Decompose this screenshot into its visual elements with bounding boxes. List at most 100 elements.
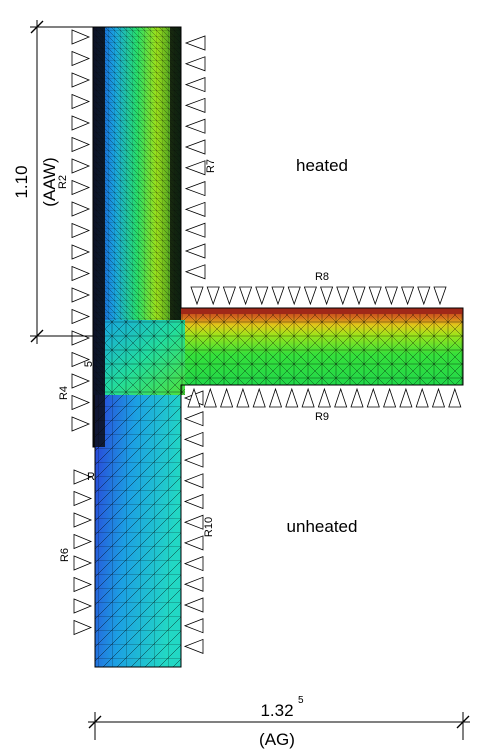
region-r10-label: R10 xyxy=(203,517,215,537)
boundary-marker-triangle xyxy=(401,286,415,306)
boundary-marker-triangle xyxy=(183,535,204,551)
boundary-marker-triangle xyxy=(366,387,380,408)
boundary-marker-triangle xyxy=(352,286,366,306)
boundary-marker-triangle xyxy=(187,387,201,408)
boundary-marker-triangle xyxy=(183,618,204,634)
boundary-marker-triangle xyxy=(184,222,206,238)
floor-slab xyxy=(181,308,463,385)
boundary-marker-triangle xyxy=(73,555,93,571)
boundary-marker-triangle xyxy=(71,29,91,45)
heated-label: heated xyxy=(296,156,348,175)
boundary-marker-triangle xyxy=(268,387,283,408)
boundary-marker-triangle xyxy=(71,330,91,346)
boundary-marker-triangle xyxy=(71,50,91,67)
lower-wall xyxy=(93,395,181,667)
boundary-markers-slab-top xyxy=(190,286,447,306)
boundary-marker-triangle xyxy=(71,265,91,282)
boundary-marker-triangle xyxy=(317,387,331,408)
boundary-marker-triangle xyxy=(184,181,206,197)
boundary-markers-right-upper xyxy=(184,35,206,280)
region-r7-label: R7 xyxy=(205,159,217,173)
boundary-marker-triangle xyxy=(287,286,301,306)
region-r6-label: R6 xyxy=(59,548,71,562)
boundary-marker-triangle xyxy=(183,514,204,530)
region-r8-label: R8 xyxy=(315,271,329,283)
boundary-marker-triangle xyxy=(183,597,204,613)
region-r-partial-label: R xyxy=(87,471,95,483)
boundary-marker-triangle xyxy=(71,394,91,411)
boundary-marker-triangle xyxy=(71,158,91,174)
boundary-marker-triangle xyxy=(190,286,204,306)
boundary-marker-triangle xyxy=(184,160,206,176)
boundary-marker-triangle xyxy=(183,493,204,510)
boundary-marker-triangle xyxy=(320,286,334,306)
boundary-marker-triangle xyxy=(417,286,431,306)
boundary-marker-triangle xyxy=(71,72,91,88)
boundary-marker-triangle xyxy=(71,416,91,432)
boundary-marker-triangle xyxy=(73,490,93,507)
boundary-marker-triangle xyxy=(71,222,91,239)
boundary-marker-triangle xyxy=(184,243,206,259)
boundary-markers-left-upper xyxy=(71,29,91,432)
unheated-label: unheated xyxy=(287,517,358,536)
boundary-marker-triangle xyxy=(220,387,234,408)
boundary-markers-slab-bottom xyxy=(187,387,462,408)
boundary-marker-triangle xyxy=(236,387,250,408)
boundary-marker-triangle xyxy=(448,387,462,408)
boundary-marker-triangle xyxy=(433,286,447,306)
boundary-marker-triangle xyxy=(239,286,253,306)
junction-zone xyxy=(105,320,185,395)
boundary-marker-triangle xyxy=(71,244,91,260)
boundary-marker-triangle xyxy=(71,351,91,368)
boundary-marker-triangle xyxy=(71,93,91,110)
boundary-marker-triangle xyxy=(203,387,217,408)
boundary-marker-triangle xyxy=(384,286,398,306)
horizontal-dimension-value: 1.32 xyxy=(260,701,293,720)
boundary-marker-triangle xyxy=(73,576,93,593)
boundary-marker-triangle xyxy=(71,308,91,325)
boundary-marker-triangle xyxy=(206,286,220,306)
horizontal-dimension: 1.32 5 (AG) xyxy=(88,695,470,749)
boundary-marker-triangle xyxy=(183,452,204,468)
boundary-marker-triangle xyxy=(334,387,348,408)
boundary-marker-triangle xyxy=(73,619,93,636)
boundary-marker-triangle xyxy=(301,387,315,408)
boundary-marker-triangle xyxy=(73,533,93,550)
vertical-dimension-code: (AAW) xyxy=(40,157,59,206)
boundary-marker-triangle xyxy=(303,286,317,306)
boundary-marker-triangle xyxy=(255,286,269,306)
boundary-marker-triangle xyxy=(368,286,382,306)
boundary-marker-triangle xyxy=(271,286,285,306)
boundary-marker-triangle xyxy=(415,387,429,408)
boundary-markers-left-lower xyxy=(73,469,93,636)
boundary-marker-triangle xyxy=(73,598,93,614)
boundary-markers-right-lower xyxy=(183,390,204,654)
boundary-marker-triangle xyxy=(184,77,206,93)
boundary-marker-triangle xyxy=(222,286,236,306)
boundary-marker-triangle xyxy=(184,35,206,51)
boundary-marker-triangle xyxy=(184,118,206,134)
boundary-marker-triangle xyxy=(184,139,206,155)
vertical-dimension-value: 1.10 xyxy=(12,165,31,198)
region-r4-label: R4 xyxy=(58,386,70,400)
boundary-marker-triangle xyxy=(71,115,91,131)
horizontal-dimension-code: (AG) xyxy=(259,730,295,749)
region-r2-label: R2 xyxy=(57,175,69,189)
boundary-marker-triangle xyxy=(383,387,397,408)
section-outline xyxy=(92,26,464,668)
boundary-marker-triangle xyxy=(71,373,91,389)
boundary-marker-triangle xyxy=(71,179,91,196)
boundary-marker-triangle xyxy=(184,97,206,113)
boundary-marker-triangle xyxy=(71,287,91,303)
region-r5-label: 5 xyxy=(83,361,95,367)
boundary-marker-triangle xyxy=(285,387,299,408)
boundary-marker-triangle xyxy=(350,387,364,408)
boundary-marker-triangle xyxy=(183,411,204,427)
boundary-marker-triangle xyxy=(183,638,204,654)
boundary-marker-triangle xyxy=(336,286,350,306)
boundary-marker-triangle xyxy=(184,264,206,280)
boundary-marker-triangle xyxy=(71,136,91,153)
boundary-marker-triangle xyxy=(252,387,266,408)
boundary-marker-triangle xyxy=(399,387,413,408)
